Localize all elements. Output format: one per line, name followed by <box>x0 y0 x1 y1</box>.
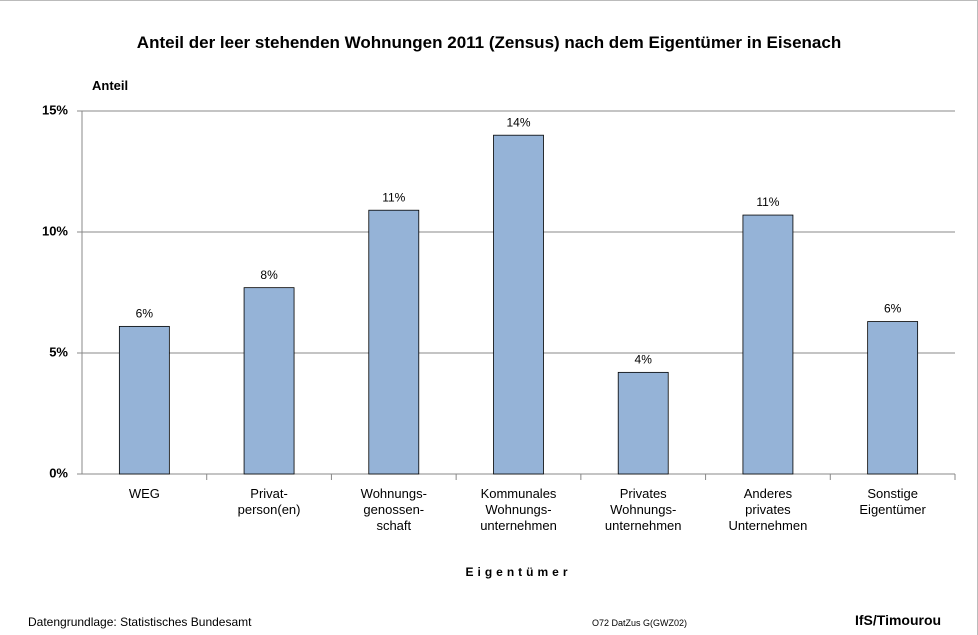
bar <box>742 214 794 475</box>
x-tick-label: Sonstige Eigentümer <box>859 486 926 517</box>
y-tick-label: 5% <box>49 344 68 359</box>
code: O72 DatZus G(GWZ02) <box>592 618 688 628</box>
bar <box>867 321 919 475</box>
data-label: 8% <box>260 268 278 282</box>
data-label: 11% <box>756 195 779 209</box>
data-label: 11% <box>382 190 405 204</box>
y-tick-label: 10% <box>42 223 68 238</box>
data-label: 4% <box>635 353 653 367</box>
bar <box>243 287 295 475</box>
bar <box>118 325 170 475</box>
bar <box>617 371 669 475</box>
data-label: 6% <box>136 307 154 321</box>
x-tick-label: Privates Wohnungs- unternehmen <box>604 486 682 533</box>
x-tick-label: Kommunales Wohnungs- unternehmen <box>480 486 557 533</box>
y-axis-label: Anteil <box>92 78 129 93</box>
data-label: 6% <box>884 302 902 316</box>
source: Datengrundlage: Statistisches Bundesamt <box>28 615 252 629</box>
bar <box>493 134 544 475</box>
x-tick-label: Anderes privates Unternehmen <box>728 486 808 533</box>
x-tick-label: Wohnungs- genossen- schaft <box>360 486 427 533</box>
chart-title: Anteil der leer stehenden Wohnungen 2011… <box>136 33 842 52</box>
data-label: 14% <box>506 115 530 129</box>
x-tick-label: Privat- person(en) <box>237 486 301 517</box>
author: IfS/Timourou <box>855 612 942 628</box>
x-tick-label: WEG <box>128 486 160 501</box>
x-axis-label: Eigentümer <box>465 565 572 579</box>
y-tick-label: 15% <box>42 102 68 117</box>
y-tick-label: 0% <box>49 465 68 480</box>
bar <box>368 209 420 475</box>
